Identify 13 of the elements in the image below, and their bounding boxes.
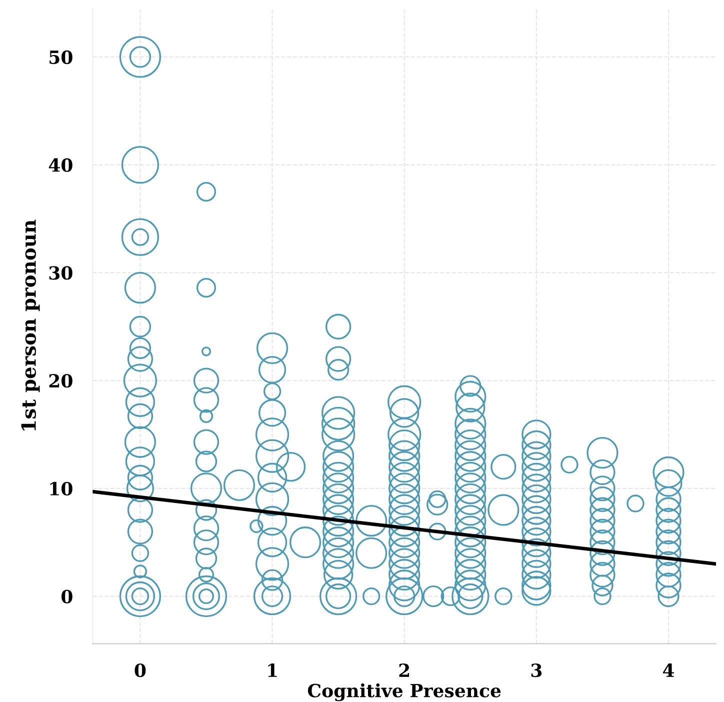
- x-tick-label: 4: [662, 663, 674, 677]
- y-tick-label: 40: [48, 158, 72, 172]
- x-axis-title: Cognitive Presence: [308, 683, 501, 702]
- y-tick-label: 20: [49, 374, 72, 388]
- y-tick-label: 30: [49, 266, 72, 280]
- y-tick-label: 10: [50, 482, 72, 496]
- y-tick-label: 0: [62, 590, 72, 604]
- x-tick-label: 1: [268, 663, 277, 677]
- x-tick-label: 0: [134, 663, 146, 678]
- x-tick-label: 2: [399, 663, 410, 677]
- x-tick-label: 3: [531, 663, 542, 678]
- y-tick-label: 50: [50, 50, 72, 64]
- y-axis-title: 1st person pronoun: [21, 220, 40, 430]
